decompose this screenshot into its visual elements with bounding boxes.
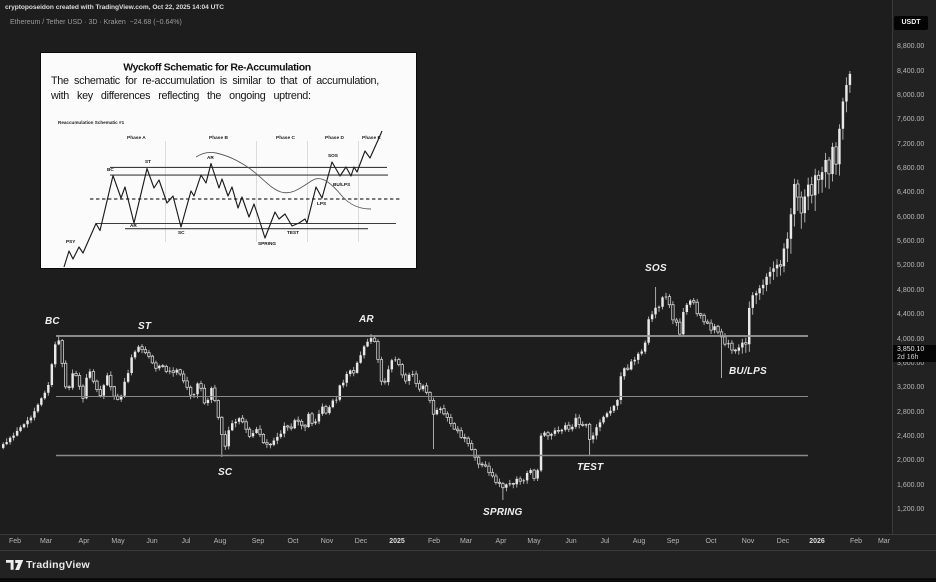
svg-text:Phase C: Phase C (276, 135, 295, 141)
svg-text:BU/LPS: BU/LPS (333, 182, 350, 187)
svg-text:LPS: LPS (317, 201, 326, 206)
svg-text:with key differences reflectin: with key differences reflecting the ongo… (50, 90, 311, 102)
svg-text:SC: SC (178, 230, 185, 235)
svg-text:AR: AR (130, 223, 137, 228)
svg-text:AR: AR (207, 155, 214, 160)
svg-text:Phase A: Phase A (127, 135, 146, 141)
svg-text:Reaccumulation Schematic #1: Reaccumulation Schematic #1 (58, 120, 125, 125)
svg-text:Wyckoff Schematic for Re-Accum: Wyckoff Schematic for Re-Accumulation (123, 62, 310, 74)
svg-text:Phase D: Phase D (325, 135, 344, 141)
svg-text:SOS: SOS (328, 153, 338, 158)
svg-text:Phase B: Phase B (209, 135, 228, 141)
svg-text:Phase E: Phase E (362, 135, 381, 141)
svg-text:BC: BC (107, 167, 114, 172)
svg-text:SPRING: SPRING (258, 241, 276, 246)
svg-text:The schematic for re-accumulat: The schematic for re-accumulation is sim… (51, 75, 379, 87)
svg-text:TEST: TEST (287, 230, 299, 235)
svg-text:ST: ST (145, 159, 151, 164)
svg-text:PSY: PSY (66, 239, 76, 244)
